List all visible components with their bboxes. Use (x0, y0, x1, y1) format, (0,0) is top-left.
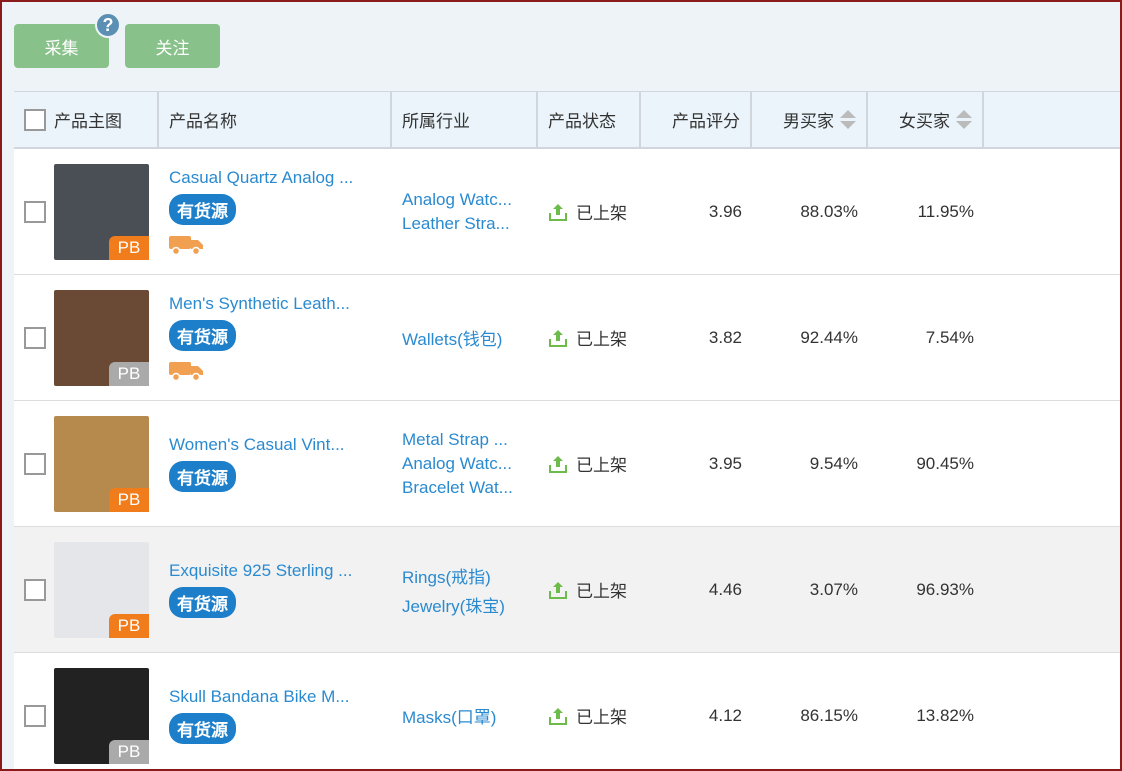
product-image[interactable]: PB (54, 289, 149, 386)
industry-link[interactable]: Bracelet Wat... (402, 477, 513, 497)
table-row: PB Exquisite 925 Sterling ... 有货源 Rings(戒… (14, 527, 1120, 653)
industry-link[interactable]: Rings(戒指) (402, 567, 491, 587)
product-name-link[interactable]: Exquisite 925 Sterling ... (169, 561, 353, 580)
pb-badge: PB (109, 487, 149, 512)
male-buyers: 92.44% (800, 327, 858, 347)
score: 4.46 (708, 579, 742, 599)
collect-button[interactable]: 采集 (14, 24, 109, 68)
header-industry: 所属行业 (402, 112, 470, 131)
pb-badge: PB (109, 235, 149, 260)
male-buyers: 9.54% (809, 453, 858, 473)
status-text: 已上架 (576, 708, 627, 727)
row-checkbox[interactable] (24, 578, 46, 601)
header-status: 产品状态 (548, 112, 616, 131)
pb-badge: PB (109, 739, 149, 764)
select-all-checkbox[interactable] (24, 108, 46, 131)
follow-label: 关注 (155, 38, 190, 58)
industry-link[interactable]: Analog Watc... (402, 453, 512, 473)
status-text: 已上架 (576, 582, 627, 601)
source-badge[interactable]: 有货源 (169, 713, 236, 744)
table-row: PB Casual Quartz Analog ... 有货源 Analog Wa… (14, 149, 1120, 275)
listed-icon (549, 707, 567, 725)
industry-link[interactable]: Wallets(钱包) (402, 330, 503, 349)
female-buyers: 13.82% (916, 705, 974, 725)
table-header: 产品主图 产品名称 所属行业 产品状态 产品评分 男买家 女买家 (14, 92, 1120, 149)
listed-icon (549, 329, 567, 347)
listed-icon (549, 203, 567, 221)
female-buyers: 11.95% (917, 201, 974, 221)
male-buyers: 88.03% (800, 201, 858, 221)
sort-icon[interactable] (956, 110, 972, 129)
product-image[interactable]: PB (54, 667, 149, 764)
female-buyers: 90.45% (916, 453, 974, 473)
help-icon[interactable]: ? (95, 12, 121, 38)
status-text: 已上架 (576, 330, 627, 349)
listed-icon (549, 581, 567, 599)
truck-icon (169, 359, 205, 382)
listed-icon (549, 455, 567, 473)
header-male-sort[interactable]: 男买家 (752, 92, 868, 147)
female-buyers: 7.54% (925, 327, 974, 347)
source-badge[interactable]: 有货源 (169, 587, 236, 618)
male-buyers: 3.07% (809, 579, 858, 599)
row-checkbox[interactable] (24, 452, 46, 475)
pb-badge: PB (109, 613, 149, 638)
product-name-link[interactable]: Men's Synthetic Leath... (169, 294, 350, 313)
female-buyers: 96.93% (916, 579, 974, 599)
row-checkbox[interactable] (24, 326, 46, 349)
industry-link[interactable]: Metal Strap ... (402, 429, 508, 449)
pb-badge: PB (109, 361, 149, 386)
male-buyers: 86.15% (800, 705, 858, 725)
product-name-link[interactable]: Casual Quartz Analog ... (169, 168, 354, 187)
industry-link[interactable]: Leather Stra... (402, 213, 510, 233)
sort-icon[interactable] (840, 110, 856, 129)
product-table: 产品主图 产品名称 所属行业 产品状态 产品评分 男买家 女买家 PB Casu… (14, 91, 1120, 769)
product-image[interactable]: PB (54, 163, 149, 260)
source-badge[interactable]: 有货源 (169, 461, 236, 492)
follow-button[interactable]: 关注 (125, 24, 220, 68)
status-text: 已上架 (576, 456, 627, 475)
score: 3.96 (708, 201, 742, 221)
header-score: 产品评分 (672, 112, 740, 131)
score: 3.95 (708, 453, 742, 473)
table-row: PB Men's Synthetic Leath... 有货源 Wallets(钱… (14, 275, 1120, 401)
product-name-link[interactable]: Skull Bandana Bike M... (169, 687, 350, 706)
industry-link[interactable]: Analog Watc... (402, 189, 512, 209)
product-image[interactable]: PB (54, 415, 149, 512)
truck-icon (169, 233, 205, 256)
source-badge[interactable]: 有货源 (169, 194, 236, 225)
table-row: PB Women's Casual Vint... 有货源 Metal Strap… (14, 401, 1120, 527)
row-checkbox[interactable] (24, 200, 46, 223)
collect-label: 采集 (44, 38, 79, 58)
table-row: PB Skull Bandana Bike M... 有货源 Masks(口罩) … (14, 653, 1120, 769)
header-female-sort[interactable]: 女买家 (868, 92, 984, 147)
product-name-link[interactable]: Women's Casual Vint... (169, 435, 345, 454)
header-male: 男买家 (783, 112, 834, 131)
header-female: 女买家 (899, 112, 950, 131)
source-badge[interactable]: 有货源 (169, 320, 236, 351)
header-name: 产品名称 (169, 112, 237, 131)
product-image[interactable]: PB (54, 541, 149, 638)
score: 3.82 (708, 327, 742, 347)
score: 4.12 (708, 705, 742, 725)
row-checkbox[interactable] (24, 704, 46, 727)
industry-link[interactable]: Masks(口罩) (402, 708, 497, 727)
industry-link[interactable]: Jewelry(珠宝) (402, 596, 505, 616)
status-text: 已上架 (576, 204, 627, 223)
header-image: 产品主图 (54, 112, 122, 131)
